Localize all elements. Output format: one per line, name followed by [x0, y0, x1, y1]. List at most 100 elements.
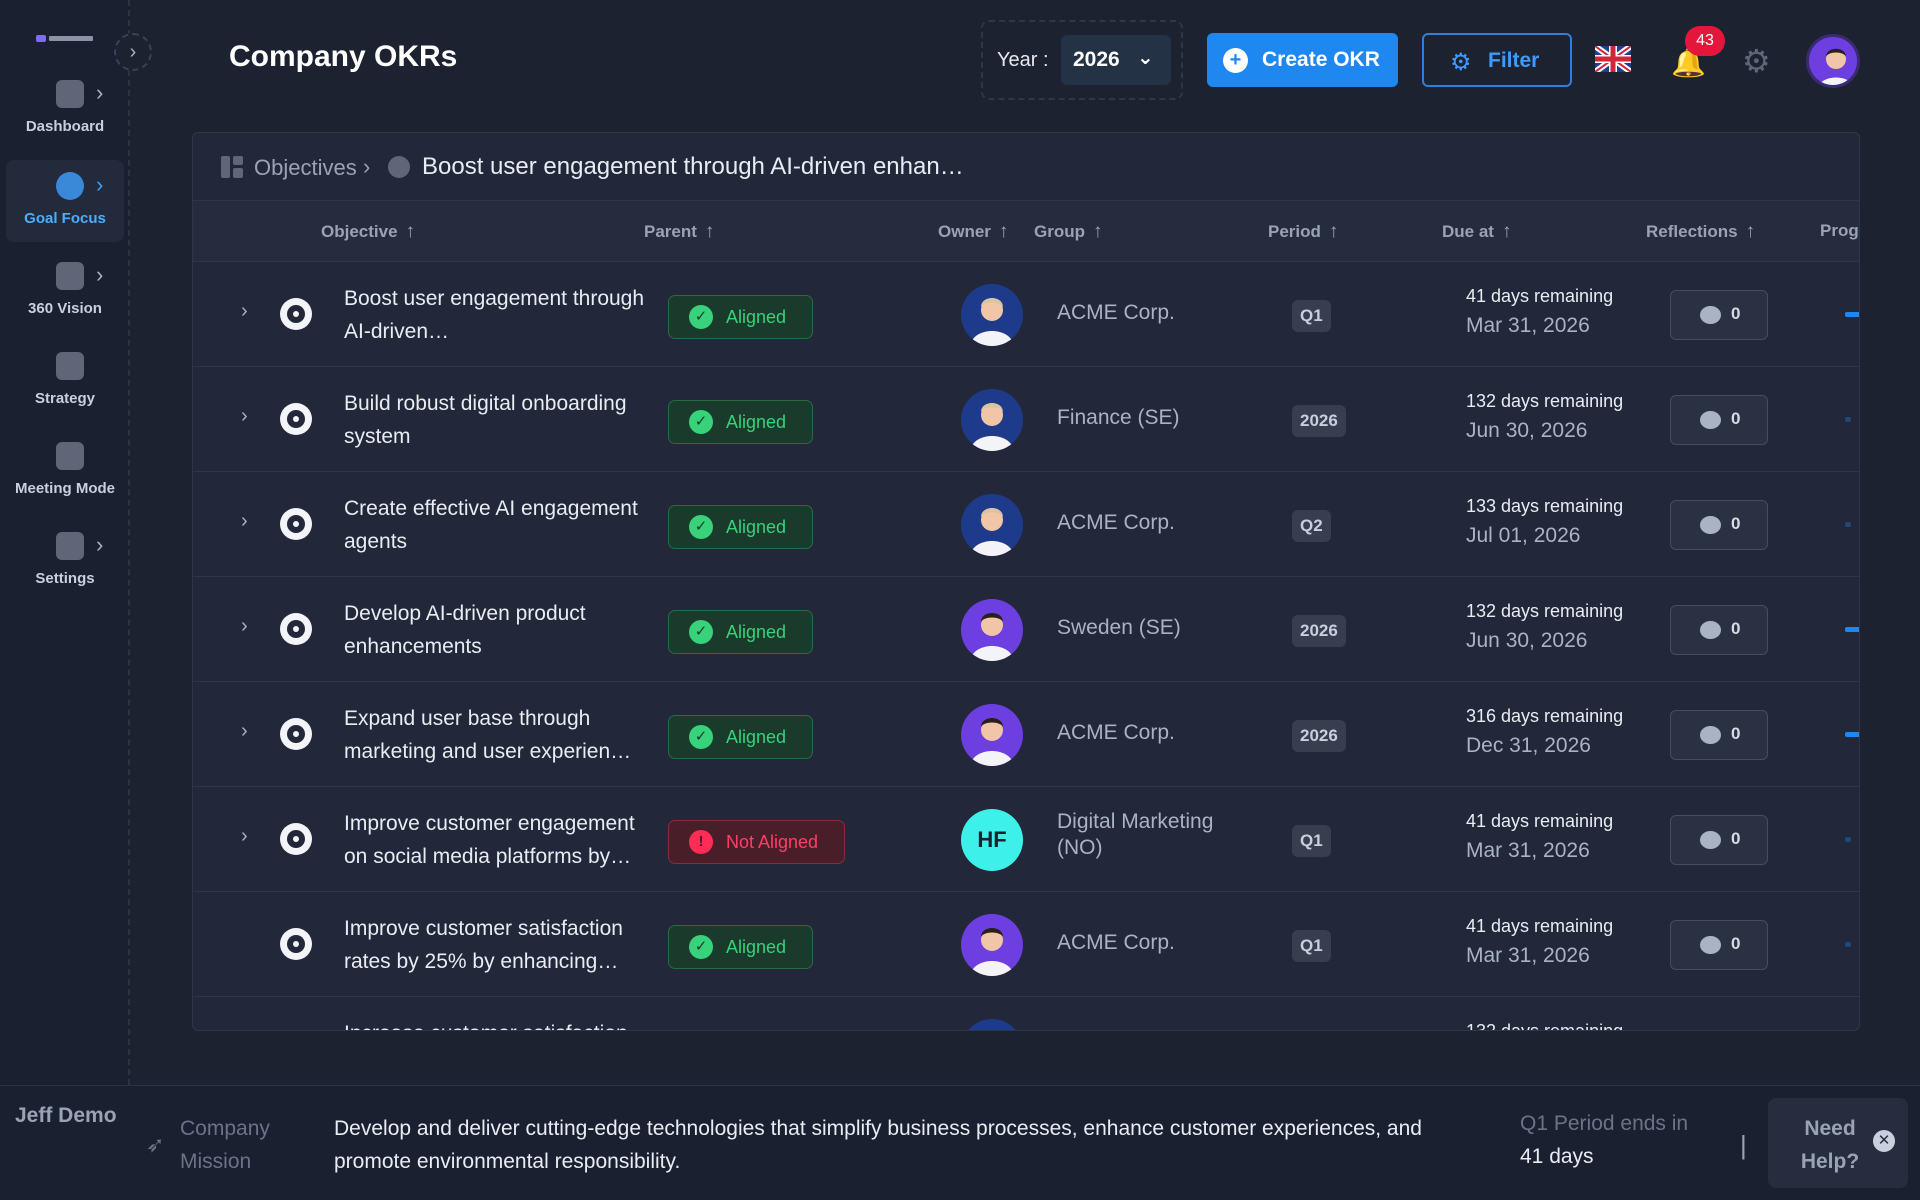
help-widget[interactable]: Need Help? ✕ — [1768, 1098, 1908, 1188]
sidebar-item-dashboard[interactable]: › Dashboard — [6, 68, 124, 150]
col-due-at[interactable]: Due at ↑ — [1442, 221, 1512, 242]
col-objective[interactable]: Objective ↑ — [321, 221, 416, 242]
grid-icon — [221, 156, 243, 178]
chevron-right-icon[interactable]: › — [96, 80, 104, 105]
reflections-button[interactable]: 0 — [1670, 710, 1768, 760]
chat-bubble-icon — [1700, 621, 1721, 639]
owner-avatar[interactable] — [961, 704, 1023, 766]
progress-bar — [1845, 522, 1851, 527]
sidebar-item-360-vision[interactable]: › 360 Vision — [6, 250, 124, 332]
progress-bar — [1845, 732, 1859, 737]
table-row[interactable]: › Improve customer engagement on social m… — [193, 787, 1859, 892]
sidebar-item-label: Goal Focus — [24, 210, 106, 227]
sidebar-expand-button[interactable]: › — [114, 33, 152, 71]
reflections-count: 0 — [1731, 724, 1741, 743]
sidebar-item-label: 360 Vision — [28, 300, 102, 317]
days-remaining: 316 days remaining — [1466, 706, 1624, 726]
breadcrumb-objectives[interactable]: Objectives — [254, 155, 357, 180]
filter-button[interactable]: ⚙ Filter — [1422, 33, 1572, 87]
table-row[interactable]: ›Increase customer satisfaction✓Aligned1… — [193, 997, 1859, 1030]
col-period[interactable]: Period ↑ — [1268, 221, 1339, 242]
objective-title[interactable]: Increase customer satisfaction — [344, 1017, 654, 1030]
reflections-button[interactable]: 0 — [1670, 605, 1768, 655]
col-parent[interactable]: Parent ↑ — [644, 221, 715, 242]
owner-avatar[interactable] — [961, 389, 1023, 451]
table-row[interactable]: › Build robust digital onboarding system ✓… — [193, 367, 1859, 472]
user-avatar[interactable] — [1806, 34, 1860, 88]
owner-avatar[interactable] — [961, 494, 1023, 556]
reflections-button[interactable]: 0 — [1670, 500, 1768, 550]
chevron-right-icon[interactable]: › — [241, 510, 248, 532]
breadcrumb: Objectives › Boost user engagement throu… — [193, 133, 1859, 201]
owner-avatar[interactable]: HF — [961, 809, 1023, 871]
col-owner[interactable]: Owner ↑ — [938, 221, 1009, 242]
sidebar-item-label: Strategy — [34, 390, 96, 407]
table-row[interactable]: Improve customer satisfaction rates by 2… — [193, 892, 1859, 997]
due-date: Mar 31, 2026 — [1466, 314, 1590, 337]
objective-title[interactable]: Boost user engagement through AI-driven… — [344, 287, 645, 343]
create-okr-button[interactable]: + Create OKR — [1207, 33, 1398, 87]
notification-badge: 43 — [1685, 26, 1725, 56]
due-date: Jun 30, 2026 — [1466, 629, 1588, 652]
brand-logo[interactable] — [36, 34, 96, 44]
objective-title[interactable]: Improve customer satisfaction rates by 2… — [344, 917, 623, 973]
period-badge: Q1 — [1292, 825, 1331, 857]
check-circle-icon: ✓ — [689, 515, 713, 539]
owner-avatar[interactable] — [961, 284, 1023, 346]
period-badge: Q2 — [1292, 510, 1331, 542]
chevron-right-icon[interactable]: › — [241, 300, 248, 322]
chevron-right-icon[interactable]: › — [241, 615, 248, 637]
period-badge: Q1 — [1292, 300, 1331, 332]
sort-arrow-icon: ↑ — [405, 221, 416, 242]
col-reflections[interactable]: Reflections ↑ — [1646, 221, 1756, 242]
settings-gear-icon[interactable]: ⚙ — [1742, 43, 1771, 79]
chevron-right-icon[interactable]: › — [241, 720, 248, 742]
filter-label: Filter — [1488, 49, 1540, 72]
objective-title[interactable]: Create effective AI engagement agents — [344, 497, 638, 553]
reflections-button[interactable]: 0 — [1670, 395, 1768, 445]
sidebar-item-settings[interactable]: › Settings — [6, 520, 124, 602]
objective-title[interactable]: Improve customer engagement on social me… — [344, 812, 635, 868]
sidebar-item-goal-focus[interactable]: › Goal Focus — [6, 160, 124, 242]
due-date: Dec 31, 2026 — [1466, 734, 1591, 757]
table-row[interactable]: › Expand user base through marketing and … — [193, 682, 1859, 787]
objective-title[interactable]: Expand user base through marketing and u… — [344, 707, 632, 763]
objective-title[interactable]: Develop AI-driven product enhancements — [344, 602, 586, 658]
reflections-button[interactable]: 0 — [1670, 815, 1768, 865]
target-icon — [56, 172, 84, 200]
reflections-button[interactable]: 0 — [1670, 920, 1768, 970]
sidebar-item-label: Dashboard — [25, 118, 105, 135]
sidebar-item-meeting-mode[interactable]: Meeting Mode — [6, 430, 124, 512]
table-row[interactable]: › Create effective AI engagement agents ✓ A… — [193, 472, 1859, 577]
reflections-button[interactable]: 0 — [1670, 290, 1768, 340]
parent-status-badge: ✓Aligned — [668, 505, 814, 549]
sidebar-item-label: Meeting Mode — [15, 480, 115, 497]
chevron-right-icon[interactable]: › — [241, 825, 248, 847]
owner-avatar[interactable] — [961, 914, 1023, 976]
close-icon[interactable]: ✕ — [1873, 1130, 1895, 1152]
target-icon — [280, 403, 312, 435]
sidebar-item-strategy[interactable]: Strategy — [6, 340, 124, 422]
uk-flag-icon[interactable] — [1595, 46, 1631, 72]
sort-arrow-icon: ↑ — [1501, 221, 1512, 242]
target-icon — [280, 298, 312, 330]
parent-status-badge: ✓Aligned — [668, 400, 814, 444]
table-row[interactable]: › Develop AI-driven product enhancements ✓… — [193, 577, 1859, 682]
footer-divider: | — [1740, 1130, 1747, 1160]
days-remaining: 132 days remaining — [1466, 601, 1624, 621]
table-row[interactable]: › Boost user engagement through AI-driven… — [193, 262, 1859, 367]
chevron-right-icon[interactable]: › — [96, 172, 104, 197]
target-icon — [388, 156, 410, 178]
owner-avatar[interactable] — [961, 1019, 1023, 1030]
period-badge: 2026 — [1292, 615, 1346, 647]
chevron-right-icon[interactable]: › — [96, 262, 104, 287]
col-group[interactable]: Group ↑ — [1034, 221, 1103, 242]
sort-arrow-icon: ↑ — [998, 221, 1009, 242]
chevron-right-icon[interactable]: › — [96, 532, 104, 557]
chevron-right-icon[interactable]: › — [241, 405, 248, 427]
owner-avatar[interactable] — [961, 599, 1023, 661]
col-progress[interactable]: Prog — [1820, 221, 1859, 240]
objective-title[interactable]: Build robust digital onboarding system — [344, 392, 627, 448]
year-select[interactable]: 2026 ⌄ — [1061, 35, 1171, 85]
reflections-count: 0 — [1731, 304, 1741, 323]
